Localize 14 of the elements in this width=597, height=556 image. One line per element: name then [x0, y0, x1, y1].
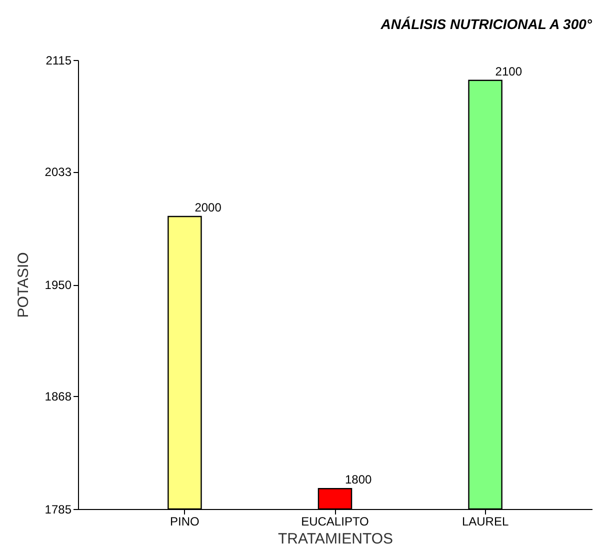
- y-tick-label: 1950: [44, 278, 72, 292]
- y-axis-title: POTASIO: [14, 252, 32, 318]
- x-tick-label: EUCALIPTO: [301, 514, 369, 528]
- data-label: 2000: [194, 200, 222, 214]
- x-axis-title: TRATAMIENTOS: [278, 530, 394, 548]
- data-label: 2100: [495, 64, 522, 78]
- y-tick-label: 1868: [44, 390, 72, 404]
- chart-title: ANÁLISIS NUTRICIONAL A 300°: [380, 16, 592, 32]
- x-tick-label: PINO: [170, 514, 200, 528]
- y-tick-label: 2115: [46, 54, 72, 68]
- data-label: 1800: [345, 472, 372, 487]
- y-tick-label: 1785: [44, 502, 72, 516]
- x-tick-label: LAUREL: [462, 514, 509, 528]
- y-tick-label: 2033: [44, 165, 72, 180]
